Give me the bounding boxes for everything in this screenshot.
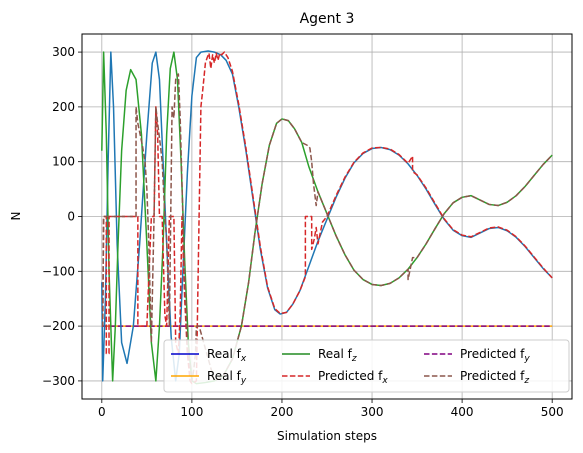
x-axis-label: Simulation steps [277, 429, 377, 443]
legend: Real fx Real fy Real fz Predicted fx Predict… [163, 339, 570, 393]
y-tick-label: 0 [67, 210, 75, 224]
series-lines [101, 50, 553, 385]
legend-label: Predicted fy [460, 347, 530, 364]
x-tick-label: 500 [541, 405, 564, 419]
series-line [101, 73, 553, 382]
x-tick-label: 400 [451, 405, 474, 419]
x-tick-label: 300 [361, 405, 384, 419]
legend-label: Real fx [207, 347, 247, 364]
y-axis-label: N [9, 212, 23, 221]
legend-label: Real fy [207, 369, 247, 386]
legend-label: Predicted fx [318, 369, 388, 386]
legend-box [163, 339, 570, 393]
legend-label: Real fz [318, 347, 357, 364]
x-tick-label: 200 [271, 405, 294, 419]
x-axis-ticks: 0 100 200 300 400 500 [98, 399, 564, 419]
y-tick-label: 200 [52, 100, 75, 114]
x-tick-label: 100 [180, 405, 203, 419]
x-tick-label: 0 [98, 405, 106, 419]
y-tick-label: −200 [42, 319, 75, 333]
y-axis-ticks: −300 −200 −100 0 100 200 300 [42, 45, 82, 388]
y-tick-label: −100 [42, 264, 75, 278]
legend-label: Predicted fz [460, 369, 529, 386]
y-tick-label: 100 [52, 155, 75, 169]
y-tick-label: −300 [42, 374, 75, 388]
y-tick-label: 300 [52, 45, 75, 59]
chart-title: Agent 3 [300, 11, 355, 27]
series-line [101, 51, 553, 385]
